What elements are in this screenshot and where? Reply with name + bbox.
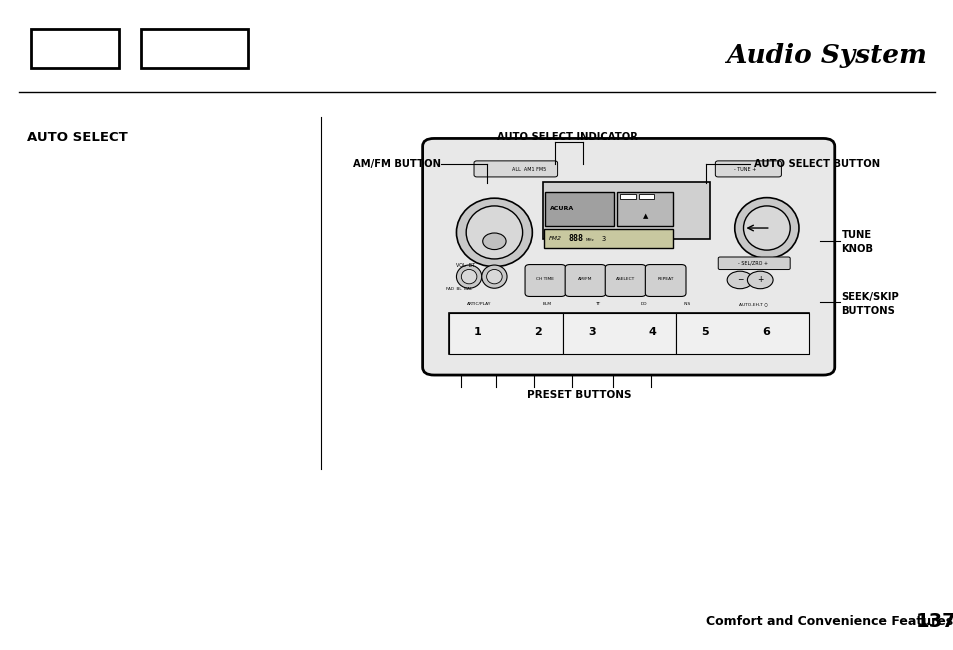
Bar (545, 192, 613, 226)
FancyBboxPatch shape (604, 265, 645, 296)
Text: TUNE: TUNE (841, 230, 871, 240)
Ellipse shape (734, 198, 798, 259)
Text: −: − (736, 276, 742, 285)
Circle shape (746, 271, 772, 289)
Text: AM/FM BUTTON: AM/FM BUTTON (353, 159, 440, 169)
Text: AUTO-EH-T ○: AUTO-EH-T ○ (738, 302, 767, 306)
Text: AUTO SELECT INDICATOR: AUTO SELECT INDICATOR (497, 131, 638, 142)
Ellipse shape (482, 233, 505, 250)
Bar (639, 194, 654, 200)
Text: AUTO SELECT: AUTO SELECT (27, 131, 128, 144)
Bar (31, 29, 119, 68)
Text: 3: 3 (600, 236, 605, 242)
Text: ALL  AM1 FM5: ALL AM1 FM5 (512, 167, 546, 172)
Text: PRESET BUTTONS: PRESET BUTTONS (526, 389, 631, 400)
Text: - TUNE +: - TUNE + (734, 167, 756, 172)
Text: +: + (757, 276, 762, 285)
Text: TT: TT (595, 302, 599, 306)
Bar (617, 192, 673, 226)
Text: FM2: FM2 (549, 236, 561, 241)
Ellipse shape (456, 265, 481, 288)
Bar (449, 313, 808, 354)
Ellipse shape (481, 265, 507, 288)
FancyBboxPatch shape (718, 257, 789, 270)
Text: INS: INS (682, 302, 690, 306)
Text: Audio System: Audio System (725, 44, 926, 68)
Text: ACURA: ACURA (550, 205, 574, 211)
Text: KNOB: KNOB (841, 244, 873, 254)
Text: 3: 3 (587, 328, 595, 337)
Bar (449, 313, 562, 354)
Text: AUTO SELECT BUTTON: AUTO SELECT BUTTON (753, 159, 879, 169)
Text: SEEK/SKIP: SEEK/SKIP (841, 292, 899, 302)
Text: Comfort and Convenience Features: Comfort and Convenience Features (705, 615, 952, 628)
Text: CH TIME: CH TIME (536, 277, 554, 281)
Text: ARTIC/PLAY: ARTIC/PLAY (466, 302, 491, 306)
Bar (619, 194, 635, 200)
Text: AM/FM: AM/FM (578, 277, 592, 281)
FancyBboxPatch shape (422, 138, 834, 375)
Text: BLM: BLM (542, 302, 551, 306)
Bar (676, 313, 808, 354)
FancyBboxPatch shape (644, 265, 685, 296)
Text: 4: 4 (647, 328, 656, 337)
Text: 1: 1 (474, 328, 481, 337)
Text: ▲: ▲ (642, 213, 647, 219)
Text: REPEAT: REPEAT (657, 277, 673, 281)
Text: 888: 888 (568, 234, 582, 243)
Ellipse shape (456, 198, 532, 266)
Text: BUTTONS: BUTTONS (841, 306, 894, 316)
Bar (141, 29, 248, 68)
Bar (542, 181, 710, 239)
Text: 137: 137 (915, 612, 953, 631)
Text: 6: 6 (760, 328, 769, 337)
Text: 5: 5 (700, 328, 708, 337)
FancyBboxPatch shape (564, 265, 605, 296)
Text: VOL  BT: VOL BT (456, 263, 475, 268)
Bar (562, 313, 676, 354)
Bar (543, 229, 672, 248)
FancyBboxPatch shape (474, 161, 557, 177)
FancyBboxPatch shape (524, 265, 565, 296)
Text: ASELECT: ASELECT (616, 277, 635, 281)
Ellipse shape (461, 270, 476, 284)
Text: - SEL/ZRO +: - SEL/ZRO + (738, 261, 767, 266)
Text: FAD  BL  BAL: FAD BL BAL (446, 287, 472, 291)
Text: 2: 2 (534, 328, 541, 337)
Ellipse shape (466, 206, 522, 259)
Ellipse shape (486, 270, 501, 284)
FancyBboxPatch shape (715, 161, 781, 177)
Text: MHz: MHz (585, 238, 594, 242)
Ellipse shape (742, 206, 789, 250)
Text: DD: DD (640, 302, 647, 306)
Circle shape (726, 271, 752, 289)
